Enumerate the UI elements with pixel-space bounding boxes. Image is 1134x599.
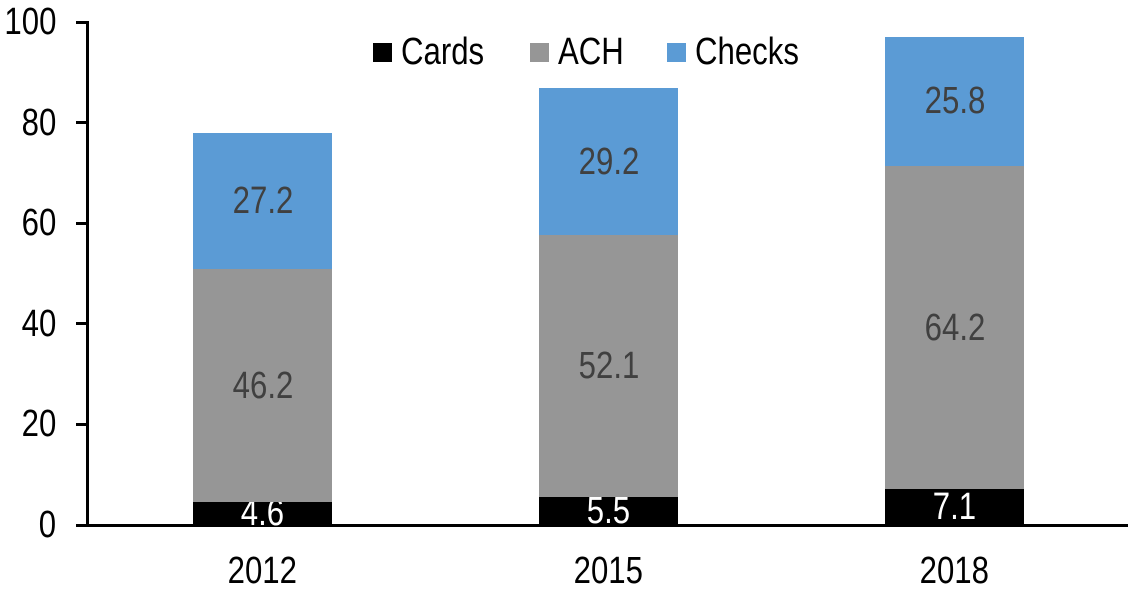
bar-value-label-checks-2018-text: 25.8	[924, 80, 985, 123]
y-axis-label-text: 20	[21, 403, 56, 446]
bar-value-label-checks-2015: 29.2	[539, 143, 678, 181]
bar-segment-ach-2015	[539, 235, 678, 498]
legend-swatch-ach	[530, 42, 550, 62]
y-axis-label-text: 100	[4, 1, 56, 43]
x-axis-line	[77, 523, 1128, 527]
x-axis-label: 2012	[193, 552, 332, 590]
bar-value-label-checks-2018: 25.8	[885, 82, 1024, 120]
y-axis-label: 80	[0, 104, 56, 142]
y-axis-tick	[76, 20, 86, 24]
legend-swatch-cards	[373, 42, 392, 62]
bar-segment-ach-2018	[885, 166, 1024, 490]
bar-segment-ach-2012	[193, 269, 332, 502]
bar-value-label-ach-2015-text: 52.1	[578, 345, 639, 388]
legend-swatch-checks	[666, 42, 686, 62]
y-axis-label: 100	[0, 3, 56, 41]
y-axis-label: 0	[0, 506, 56, 544]
legend-item-ach: ACH	[530, 33, 638, 71]
x-axis-label-text: 2012	[227, 550, 298, 592]
legend-item-cards: Cards	[373, 33, 502, 71]
x-axis-label-text: 2018	[919, 550, 990, 592]
bar-segment-checks-2012	[193, 132, 332, 270]
bar-segment-checks-2018	[885, 36, 1024, 167]
bar-value-label-cards-2015: 5.5	[539, 492, 678, 530]
bar-value-label-ach-2012: 46.2	[193, 367, 332, 405]
y-axis-label-text: 40	[21, 302, 56, 345]
legend-label-checks: Checks	[694, 31, 799, 73]
y-axis-label-text: 60	[21, 202, 56, 245]
bar-value-label-ach-2012-text: 46.2	[232, 364, 293, 407]
legend-label-ach: ACH	[558, 31, 625, 73]
bar-value-label-ach-2018: 64.2	[885, 309, 1024, 347]
x-axis-label-text: 2015	[573, 550, 644, 592]
y-axis-label: 60	[0, 204, 56, 242]
y-axis-label-text: 0	[38, 504, 56, 546]
bar-value-label-cards-2018-text: 7.1	[932, 486, 977, 529]
x-axis-label: 2018	[885, 552, 1024, 590]
y-axis-tick	[76, 523, 86, 527]
bar-segment-checks-2015	[539, 88, 678, 236]
y-axis-line	[86, 20, 89, 527]
y-axis-tick	[76, 322, 86, 326]
bar-value-label-ach-2018-text: 64.2	[924, 306, 985, 349]
bar-segment-cards-2012	[193, 501, 332, 525]
bar-segment-cards-2018	[885, 489, 1024, 525]
bar-value-label-checks-2015-text: 29.2	[578, 140, 639, 183]
bar-value-label-cards-2018: 7.1	[885, 488, 1024, 526]
y-axis-tick	[76, 221, 86, 225]
bar-segment-cards-2015	[539, 497, 678, 525]
y-axis-label: 20	[0, 405, 56, 443]
y-axis-tick	[76, 422, 86, 426]
bar-value-label-checks-2012: 27.2	[193, 182, 332, 220]
bar-value-label-checks-2012-text: 27.2	[232, 180, 293, 223]
bar-value-label-ach-2015: 52.1	[539, 347, 678, 385]
x-axis-label: 2015	[539, 552, 678, 590]
y-axis-label: 40	[0, 305, 56, 343]
y-axis-tick	[76, 121, 86, 125]
y-axis-label-text: 80	[21, 101, 56, 144]
legend: Cards ACH Checks	[373, 33, 821, 71]
legend-item-checks: Checks	[666, 31, 822, 73]
bar-value-label-cards-2015-text: 5.5	[586, 490, 631, 533]
legend-label-cards: Cards	[401, 31, 485, 73]
